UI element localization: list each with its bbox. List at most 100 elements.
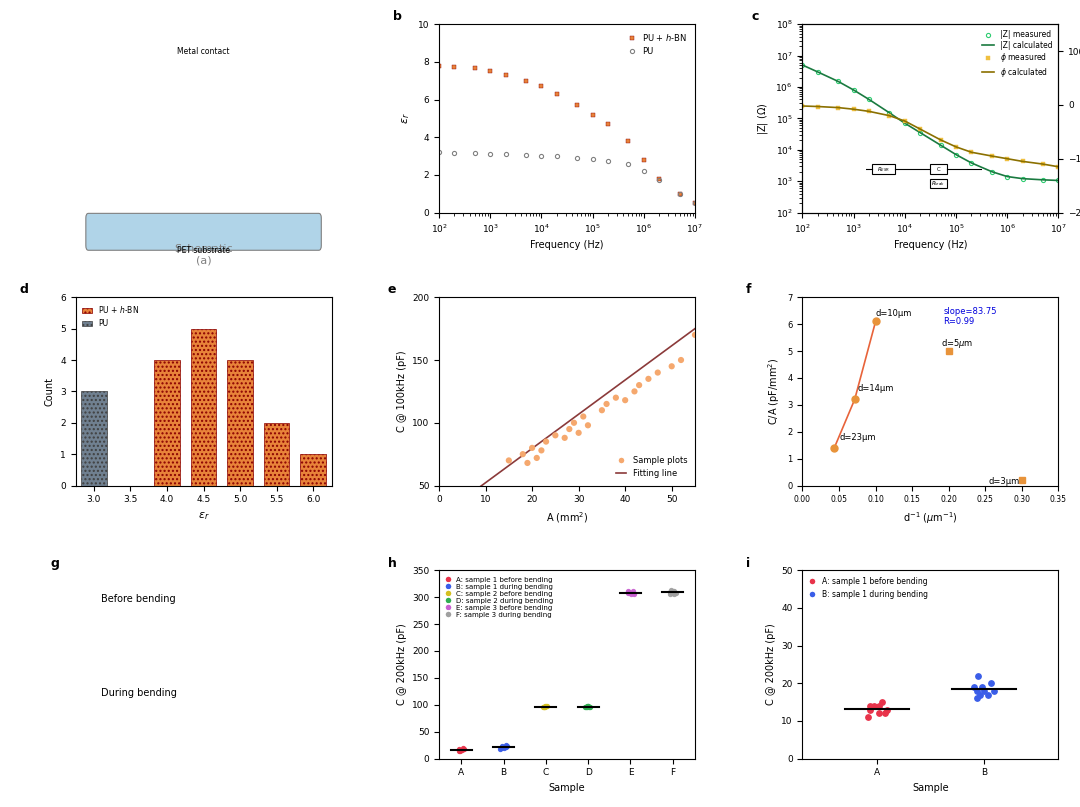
Point (866, 700, 883, 713)
Point (624, 587, 642, 600)
Text: Metal contact: Metal contact (177, 48, 230, 56)
Point (538, 700, 555, 713)
Point (500, 454, 517, 467)
Bar (191, 328, 216, 486)
Point (969, 684, 986, 697)
Point (578, 700, 595, 713)
Y-axis label: Count: Count (44, 377, 55, 406)
Point (532, 444, 550, 457)
Text: d=14μm: d=14μm (858, 384, 893, 393)
Point (518, 457, 536, 470)
Point (622, 588, 639, 601)
Point (663, 360, 680, 373)
Point (661, 587, 678, 600)
Point (598, 398, 616, 411)
Point (456, 742, 473, 755)
Point (974, 680, 991, 693)
Point (665, 588, 683, 601)
Point (580, 700, 597, 713)
X-axis label: Sample: Sample (549, 783, 585, 792)
X-axis label: A (mm$^2$): A (mm$^2$) (545, 510, 589, 525)
Point (607, 391, 624, 404)
Point (870, 700, 888, 713)
Point (579, 700, 596, 713)
Point (524, 441, 541, 454)
Legend: A: sample 1 before bending, B: sample 1 during bending, C: sample 2 before bendi: A: sample 1 before bending, B: sample 1 … (443, 574, 556, 621)
Point (496, 742, 513, 755)
Point (556, 432, 573, 445)
Point (625, 584, 643, 597)
Point (497, 738, 514, 751)
Y-axis label: C @ 100kHz (pF): C @ 100kHz (pF) (396, 350, 406, 433)
Bar (227, 360, 253, 486)
Point (631, 378, 648, 391)
Point (514, 448, 531, 461)
Point (870, 707, 888, 720)
Point (964, 680, 982, 693)
Text: slope=83.75
R=0.99: slope=83.75 R=0.99 (943, 307, 997, 326)
Point (561, 423, 578, 436)
X-axis label: Frequency (Hz): Frequency (Hz) (530, 240, 604, 250)
Point (570, 426, 588, 439)
Point (498, 740, 515, 753)
Point (619, 585, 636, 598)
Text: d=5$\mu$m: d=5$\mu$m (942, 337, 974, 349)
Point (454, 743, 471, 756)
Text: d: d (19, 283, 28, 296)
Point (664, 587, 681, 600)
X-axis label: d$^{-1}$ ($\mu$m$^{-1}$): d$^{-1}$ ($\mu$m$^{-1}$) (903, 510, 958, 525)
Point (971, 688, 988, 701)
Text: h: h (388, 557, 396, 570)
Point (538, 435, 555, 448)
Text: During bending: During bending (102, 688, 177, 698)
Point (665, 585, 683, 598)
Point (662, 585, 679, 598)
Y-axis label: $\varepsilon_r$: $\varepsilon_r$ (401, 112, 413, 124)
Point (620, 587, 637, 600)
Legend: |Z| measured, |Z| calculated, $\phi$ measured, $\phi$ calculated: |Z| measured, |Z| calculated, $\phi$ mea… (980, 28, 1054, 82)
X-axis label: $\varepsilon_r$: $\varepsilon_r$ (198, 510, 210, 521)
Point (874, 696, 891, 709)
Text: d=23μm: d=23μm (839, 433, 876, 441)
Point (498, 740, 515, 753)
Legend: PU + $h$-BN, PU: PU + $h$-BN, PU (80, 301, 141, 331)
Point (581, 701, 598, 714)
Legend: Sample plots, Fitting line: Sample plots, Fitting line (612, 453, 691, 482)
Point (625, 587, 643, 600)
Text: f: f (746, 283, 752, 296)
Point (625, 385, 643, 398)
Y-axis label: C @ 200kHz (pF): C @ 200kHz (pF) (766, 624, 775, 705)
Legend: A: sample 1 before bending, B: sample 1 during bending: A: sample 1 before bending, B: sample 1 … (807, 574, 931, 602)
Bar (154, 360, 179, 486)
Point (639, 372, 657, 385)
Legend: PU + $h$-BN, PU: PU + $h$-BN, PU (624, 28, 691, 59)
Point (492, 739, 510, 752)
Point (455, 742, 472, 755)
Y-axis label: |Z| ($\Omega$): |Z| ($\Omega$) (756, 102, 770, 135)
Point (985, 684, 1002, 697)
Bar (300, 454, 326, 486)
FancyBboxPatch shape (85, 213, 322, 250)
Point (619, 585, 636, 598)
Text: Schematic
(a): Schematic (a) (174, 244, 233, 266)
Point (535, 701, 552, 714)
Point (663, 583, 680, 596)
Y-axis label: C @ 200kHz (pF): C @ 200kHz (pF) (396, 624, 406, 705)
Text: c: c (752, 10, 758, 23)
Point (861, 700, 878, 713)
Point (666, 587, 684, 600)
Y-axis label: C/A (pF/mm$^2$): C/A (pF/mm$^2$) (766, 358, 782, 425)
Point (621, 586, 638, 599)
Point (664, 584, 681, 597)
Point (450, 745, 468, 758)
Point (579, 700, 596, 713)
Point (537, 700, 554, 713)
Point (450, 743, 468, 756)
Point (686, 328, 703, 341)
Text: i: i (746, 557, 751, 570)
Point (975, 684, 993, 697)
Point (535, 700, 552, 713)
Point (492, 742, 510, 755)
Point (578, 700, 595, 713)
Point (577, 700, 594, 713)
